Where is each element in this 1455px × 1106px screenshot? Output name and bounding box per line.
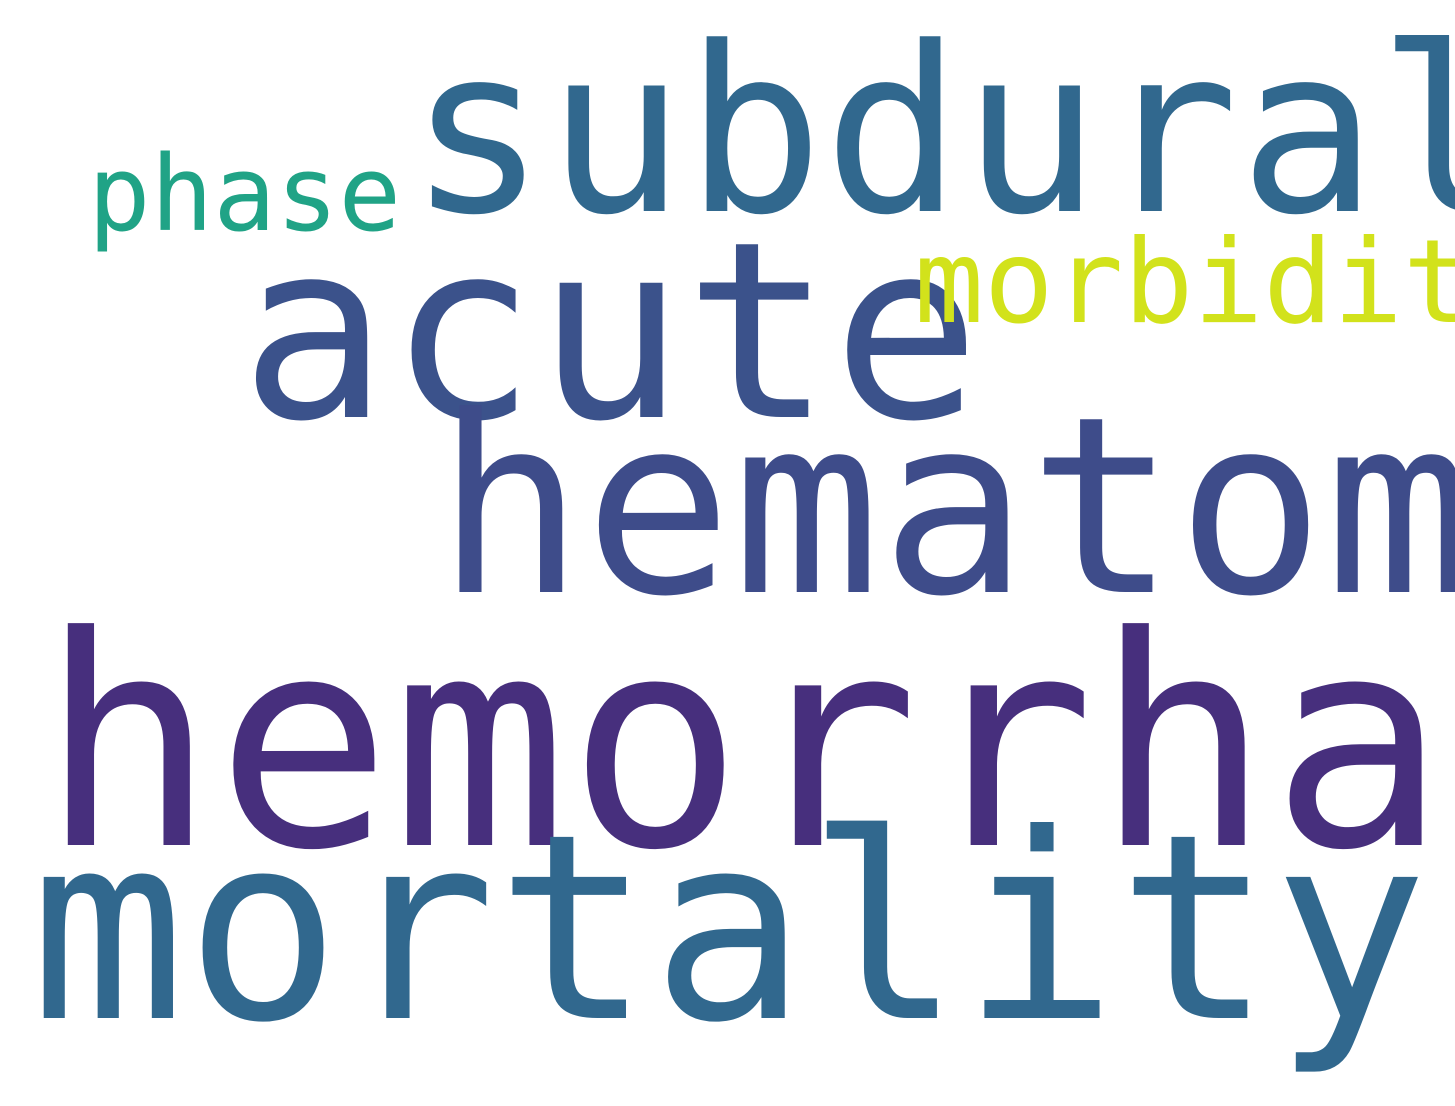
word-subdural: subdural — [408, 0, 1455, 266]
word-acute: acute — [240, 190, 981, 476]
word-phase: phase — [88, 133, 402, 255]
word-hemorrhage: hemorrhage — [40, 574, 1455, 914]
word-hematoma: hematoma — [436, 365, 1455, 651]
word-morbidity: morbidity — [914, 215, 1455, 350]
word-mortality: mortality — [30, 779, 1428, 1079]
